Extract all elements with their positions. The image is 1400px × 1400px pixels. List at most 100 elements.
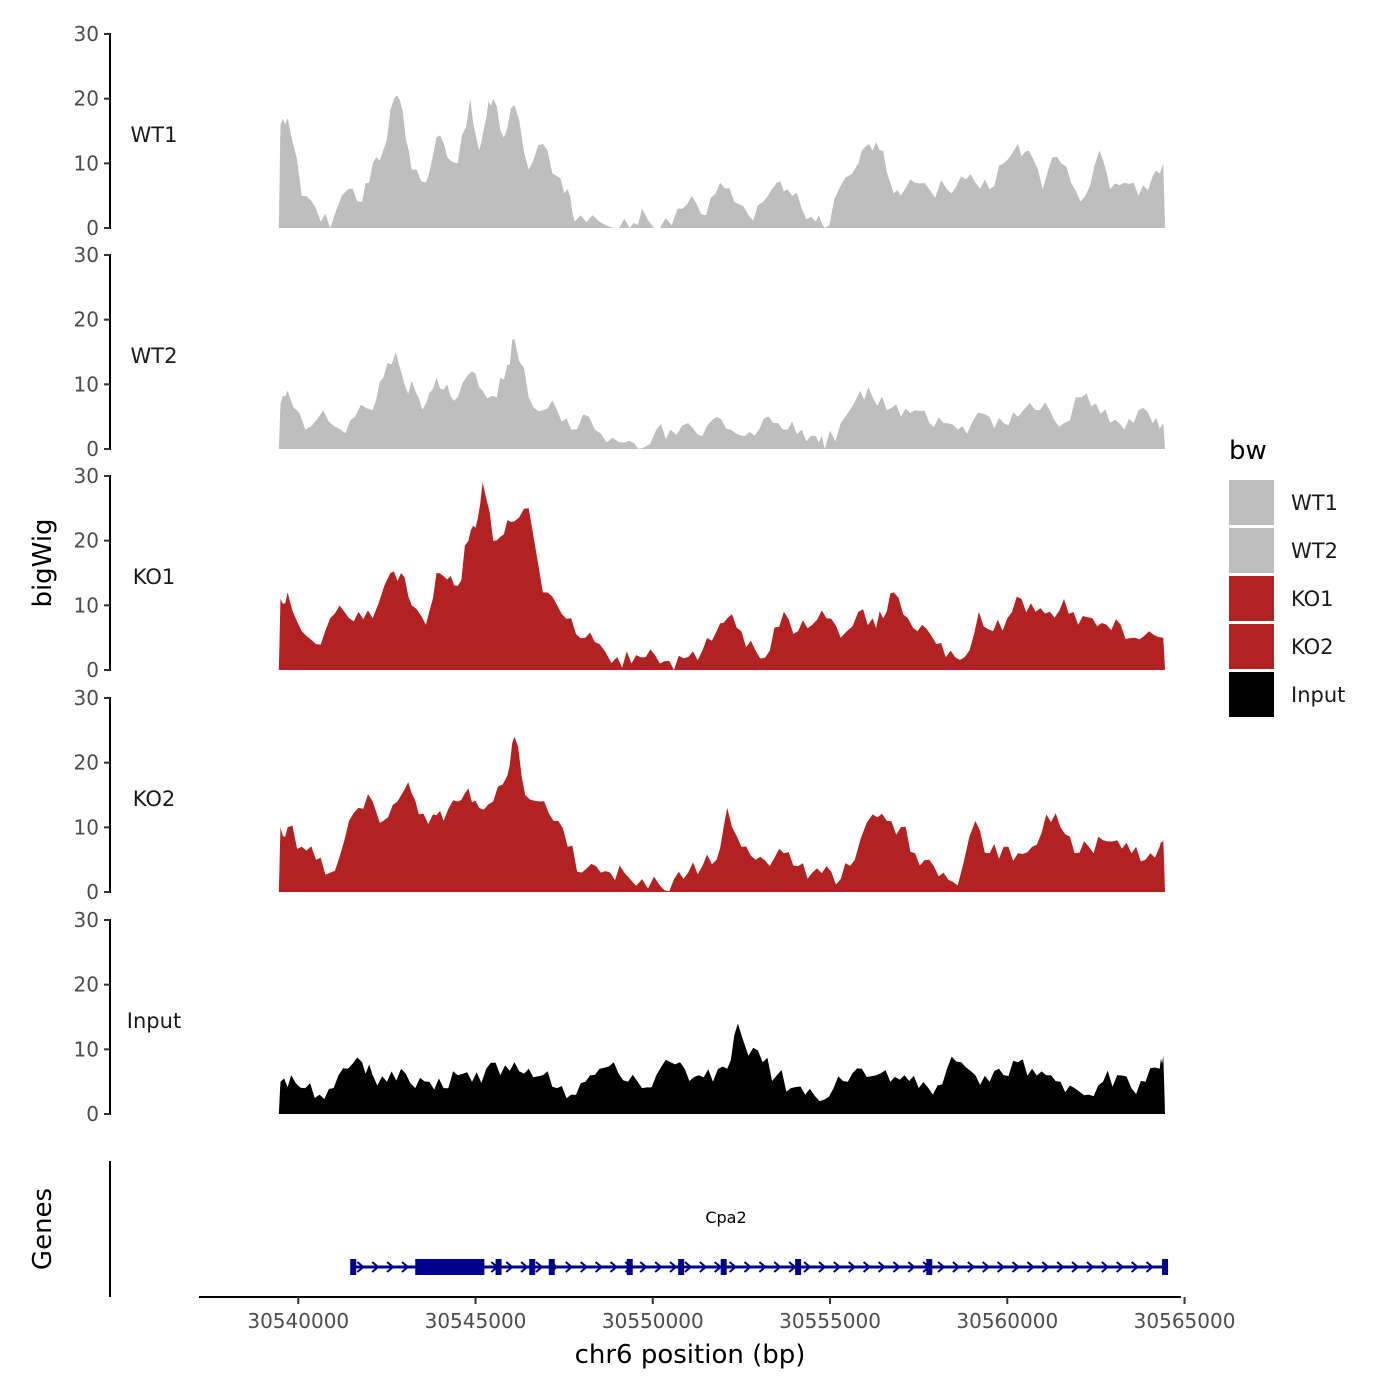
strand-arrow [743,1261,752,1273]
strand-arrow [937,1261,946,1273]
track-ko2: 0 10 20 30 KO2 [74,686,1165,904]
strand-arrow [803,1261,812,1273]
y-tick-label: 0 [86,1102,99,1126]
track-label: KO2 [133,787,176,811]
exon-block [678,1259,685,1275]
strand-arrow [1116,1261,1125,1273]
strand-arrow [684,1261,693,1273]
legend-swatch [1229,480,1274,525]
exon-block [495,1259,502,1275]
strand-arrow [401,1261,410,1273]
legend-entry-ko2: KO2 [1229,624,1334,669]
exon-cluster [415,1259,485,1275]
y-tick-label: 30 [74,243,99,267]
legend-label: WT2 [1291,539,1338,563]
y-tick-label: 10 [74,372,99,396]
area-ko2 [278,736,1165,892]
area-wt2 [278,339,1165,449]
exon-block [926,1259,933,1275]
gene-track-title: Genes [28,1188,58,1270]
x-axis: 30540000 30545000 30550000 30555000 30560000… [199,1296,1235,1370]
track-label: WT2 [131,344,178,368]
exon-block [548,1259,555,1275]
strand-arrow [1071,1261,1080,1273]
strand-arrow [952,1261,961,1273]
y-tick-label: 10 [74,1037,99,1061]
exon-block [529,1259,536,1275]
area-input [278,1023,1165,1114]
strand-arrow [907,1261,916,1273]
y-tick-label: 30 [74,22,99,46]
strand-arrow [1041,1261,1050,1273]
legend-swatch [1229,576,1274,621]
y-tick-label: 20 [74,308,99,332]
gene-model [350,1259,1169,1275]
strand-arrow [758,1261,767,1273]
legend-entry-input: Input [1229,672,1345,717]
strand-arrow [996,1261,1006,1273]
legend: bw WT1 WT2 KO1 KO2 Input [1229,436,1345,717]
strand-arrow [862,1261,872,1273]
legend-entries: WT1 WT2 KO1 KO2 Input [1229,480,1345,717]
tracks-layer: 0 10 20 30 WT1 0 10 20 30 WT2 0 10 20 30 KO1 0 10 20 30 KO2… [74,22,1165,1126]
legend-swatch [1229,672,1274,717]
strand-arrow [371,1261,380,1273]
strand-arrow [818,1261,827,1273]
y-tick-label: 20 [74,529,99,553]
strand-arrow [505,1261,514,1273]
legend-entry-ko1: KO1 [1229,576,1334,621]
strand-arrow [788,1261,797,1273]
x-tick-label: 30545000 [425,1309,527,1333]
x-tick-label: 30565000 [1134,1309,1236,1333]
legend-label: KO1 [1291,587,1334,611]
x-tick-label: 30560000 [956,1309,1058,1333]
track-ko1: 0 10 20 30 KO1 [74,464,1165,682]
strand-arrow [1130,1261,1140,1273]
strand-arrow [892,1261,901,1273]
strand-arrow [833,1261,842,1273]
y-axis-title: bigWig [28,518,58,607]
strand-arrow [594,1261,604,1273]
strand-arrow [520,1261,529,1273]
x-tick-label: 30555000 [779,1309,881,1333]
strand-arrow [1011,1261,1021,1273]
track-input: 0 10 20 30 Input [74,908,1165,1126]
strand-arrow [1026,1261,1035,1273]
strand-arrow [386,1261,395,1273]
y-tick-label: 0 [86,658,99,682]
legend-swatch [1229,624,1274,669]
track-label: WT1 [131,123,178,147]
strand-arrow [580,1261,589,1273]
strand-arrow [848,1261,857,1273]
exon-block [350,1259,357,1275]
track-wt1: 0 10 20 30 WT1 [74,22,1165,240]
strand-arrow [877,1261,886,1273]
strand-arrow [669,1261,678,1273]
legend-entry-wt2: WT2 [1229,528,1338,573]
strand-arrow [714,1261,723,1273]
y-tick-label: 0 [86,216,99,240]
strand-arrow [773,1261,782,1273]
area-wt1 [278,95,1165,228]
y-tick-label: 10 [74,815,99,839]
y-tick-label: 20 [74,751,99,775]
x-axis-title: chr6 position (bp) [575,1340,806,1370]
strand-arrow [728,1261,738,1273]
strand-arrow [639,1261,648,1273]
y-tick-label: 10 [74,593,99,617]
strand-arrow [565,1261,574,1273]
gene-track: Genes Cpa2 [28,1161,1169,1297]
y-tick-label: 10 [74,151,99,175]
x-axis-ticks: 30540000 30545000 30550000 30555000 30560000… [247,1297,1235,1333]
legend-title: bw [1229,436,1267,466]
y-tick-label: 20 [74,973,99,997]
legend-label: Input [1291,683,1345,707]
x-tick-label: 30550000 [602,1309,704,1333]
y-tick-label: 20 [74,87,99,111]
track-label: Input [127,1009,181,1033]
legend-label: WT1 [1291,491,1338,515]
exon-block [626,1259,633,1275]
strand-arrow [1056,1261,1065,1273]
gene-label: Cpa2 [705,1208,746,1227]
